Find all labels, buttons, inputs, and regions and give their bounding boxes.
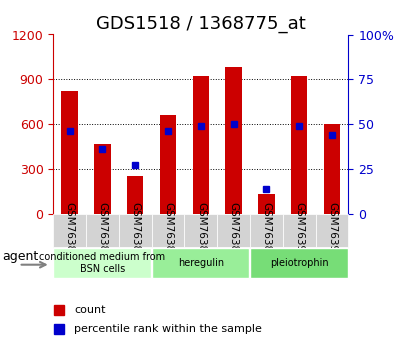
FancyBboxPatch shape xyxy=(86,214,119,247)
Text: percentile rank within the sample: percentile rank within the sample xyxy=(74,325,261,334)
Text: conditioned medium from
BSN cells: conditioned medium from BSN cells xyxy=(39,252,165,274)
Bar xyxy=(225,67,241,214)
FancyBboxPatch shape xyxy=(184,214,217,247)
FancyBboxPatch shape xyxy=(151,214,184,247)
Text: GSM76388: GSM76388 xyxy=(228,202,238,259)
Text: GSM76390: GSM76390 xyxy=(294,202,303,259)
FancyBboxPatch shape xyxy=(151,248,249,278)
FancyBboxPatch shape xyxy=(282,214,315,247)
FancyBboxPatch shape xyxy=(53,214,86,247)
Bar xyxy=(323,124,339,214)
Bar xyxy=(160,115,176,214)
Text: pleiotrophin: pleiotrophin xyxy=(270,258,328,268)
Text: count: count xyxy=(74,305,105,315)
FancyBboxPatch shape xyxy=(249,214,282,247)
Text: GSM76383: GSM76383 xyxy=(65,202,74,259)
FancyBboxPatch shape xyxy=(315,214,348,247)
Text: GSM76389: GSM76389 xyxy=(261,202,271,259)
FancyBboxPatch shape xyxy=(249,248,347,278)
Text: GSM76391: GSM76391 xyxy=(326,202,336,259)
FancyBboxPatch shape xyxy=(119,214,151,247)
Text: agent: agent xyxy=(3,250,39,263)
Bar xyxy=(61,91,78,214)
Text: GSM76386: GSM76386 xyxy=(163,202,173,259)
Text: heregulin: heregulin xyxy=(178,258,223,268)
Text: GSM76385: GSM76385 xyxy=(130,202,140,259)
FancyBboxPatch shape xyxy=(217,214,249,247)
Bar xyxy=(290,76,307,214)
Title: GDS1518 / 1368775_at: GDS1518 / 1368775_at xyxy=(96,15,305,33)
Bar xyxy=(192,76,209,214)
Bar xyxy=(258,195,274,214)
Bar xyxy=(94,144,110,214)
Text: GSM76387: GSM76387 xyxy=(196,202,205,259)
Text: GSM76384: GSM76384 xyxy=(97,202,107,259)
FancyBboxPatch shape xyxy=(53,248,151,278)
Bar xyxy=(127,176,143,214)
